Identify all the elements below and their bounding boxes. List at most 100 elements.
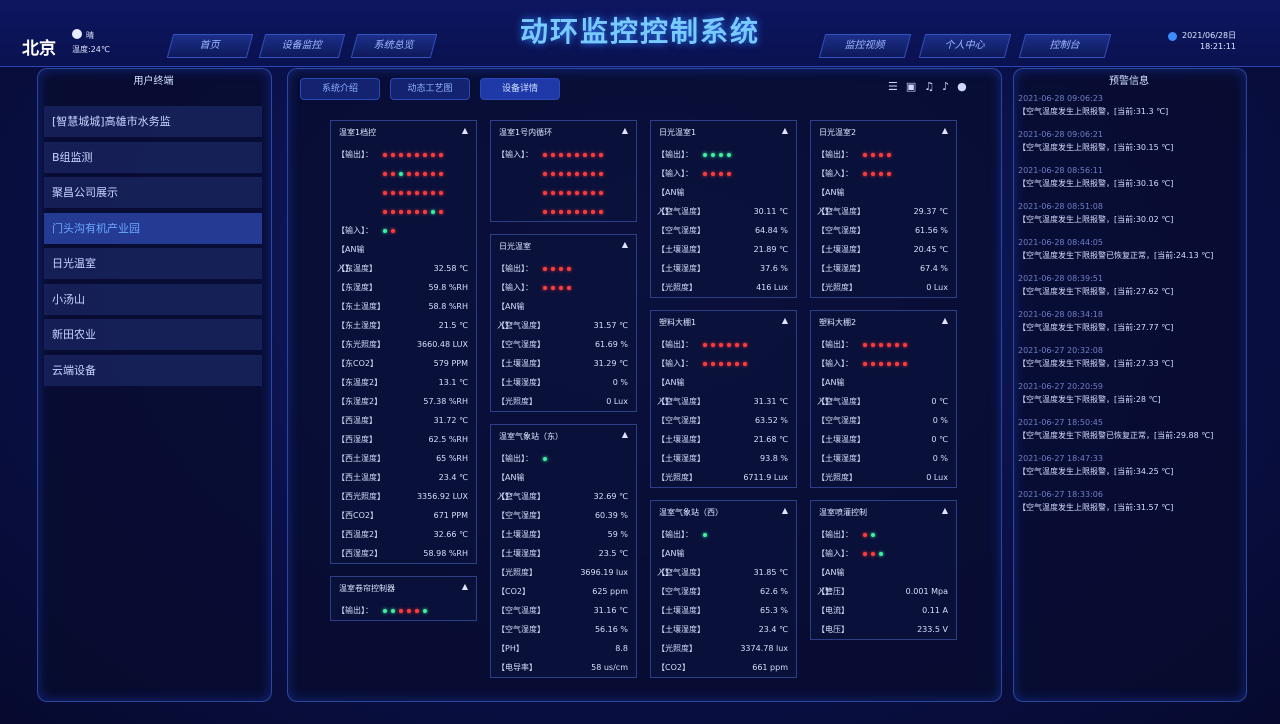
row-label: 【土壤温度】: [817, 245, 865, 254]
row-value: 32.58 ℃: [433, 264, 468, 273]
device-card: 塑料大棚1 ▲ 【输出】： 【输入】： 【AN输入】： 【空气温度】 31.31 ℃ 【空气湿…: [650, 310, 797, 488]
sidebar-item[interactable]: 日光温室: [44, 248, 262, 279]
device-card: 温室气象站（西） ▲ 【输出】： 【AN输入】： 【空气温度】 31.85 ℃ 【空气湿度】…: [650, 500, 797, 678]
card-row: 【西CO2】 671 PPM: [331, 506, 476, 525]
card-title: 日光温室1 ▲: [659, 126, 788, 137]
card-row: 【AN输入】：: [491, 468, 636, 501]
card-row: 【电流】 0.11 A: [811, 601, 956, 620]
row-label: 【空气湿度】: [497, 625, 545, 634]
row-label: 【土壤温度】: [817, 435, 865, 444]
status-light: [719, 361, 723, 366]
card-icon[interactable]: ▲: [941, 316, 948, 325]
card-row: 【输出】：: [811, 335, 956, 354]
status-light: [423, 209, 427, 214]
status-light: [543, 171, 547, 176]
card-icon[interactable]: ▲: [461, 582, 468, 591]
status-light: [383, 209, 387, 214]
row-label: 【西温度】: [337, 416, 377, 425]
card-row: 【输出】：: [651, 335, 796, 354]
row-label: 【土壤湿度】: [657, 625, 705, 634]
row-label: 【空气湿度】: [497, 340, 545, 349]
sidebar-item[interactable]: 新田农业: [44, 319, 262, 350]
card-row: 【东土湿度】 21.5 ℃: [331, 316, 476, 335]
row-value: 30.11 ℃: [753, 207, 788, 216]
sidebar-item[interactable]: B组监测: [44, 141, 262, 173]
nav-button[interactable]: 控制台: [1018, 34, 1112, 58]
status-light: [703, 361, 707, 366]
card-row: 【东温度】 32.58 ℃: [331, 259, 476, 278]
sidebar-item[interactable]: 云端设备: [44, 354, 262, 386]
card-row: 【土壤温度】 21.68 ℃: [651, 430, 796, 449]
card-icon[interactable]: ▲: [941, 506, 948, 515]
card-row: 【光照度】 0 Lux: [811, 278, 956, 297]
card-row: [491, 164, 636, 183]
card-row: 【东温度2】 13.1 ℃: [331, 373, 476, 392]
row-label: 【东土湿度】: [337, 321, 385, 330]
card-icon[interactable]: ▲: [461, 126, 468, 135]
row-label: 【东温度】: [337, 264, 377, 273]
card-row: [491, 183, 636, 202]
row-label: 【光照度】: [497, 397, 537, 406]
status-light: [407, 152, 411, 157]
row-label: 【CO2】: [657, 663, 690, 672]
toolbar-icons[interactable]: ☰▣♫♪●: [888, 80, 975, 93]
card-icon[interactable]: ▲: [781, 506, 788, 515]
sidebar-item[interactable]: 聚昌公司展示: [44, 177, 262, 208]
row-value: 32.66 ℃: [433, 530, 468, 539]
row-label: 【土壤湿度】: [497, 549, 545, 558]
card-row: 【光照度】 0 Lux: [491, 392, 636, 411]
row-label: 【光照度】: [657, 644, 697, 653]
row-value: 29.37 ℃: [913, 207, 948, 216]
sidebar-item[interactable]: [智慧城城]高雄市水务监: [44, 106, 262, 137]
row-label: 【输出】：: [817, 150, 853, 159]
tab[interactable]: 设备详情: [480, 78, 560, 100]
row-label: 【输入】：: [497, 283, 533, 292]
card-icon[interactable]: ▲: [621, 240, 628, 249]
nav-button[interactable]: 监控视频: [818, 34, 912, 58]
status-light: [887, 171, 891, 176]
tab[interactable]: 动态工艺图: [390, 78, 470, 100]
row-value: 3696.19 lux: [580, 568, 628, 577]
card-title: 温室1档控 ▲: [339, 126, 468, 137]
nav-button[interactable]: 系统总览: [350, 34, 438, 58]
status-light: [439, 171, 443, 176]
status-light: [391, 228, 395, 233]
card-row: 【输入】：: [811, 544, 956, 563]
sidebar-item[interactable]: 小汤山: [44, 283, 262, 315]
card-icon[interactable]: ▲: [781, 126, 788, 135]
tab[interactable]: 系统介绍: [300, 78, 380, 100]
alert-panel: [1013, 68, 1247, 702]
status-light: [575, 171, 579, 176]
card-icon[interactable]: ▲: [781, 316, 788, 325]
row-value: 20.45 ℃: [913, 245, 948, 254]
row-label: 【AN输入】：: [817, 378, 845, 406]
row-value: 60.39 %: [594, 511, 628, 520]
status-light: [431, 171, 435, 176]
nav-button[interactable]: 设备监控: [258, 34, 346, 58]
nav-button[interactable]: 个人中心: [918, 34, 1012, 58]
card-icon[interactable]: ▲: [941, 126, 948, 135]
row-label: 【光照度】: [497, 568, 537, 577]
alert-message: 【空气温度发生下限报警，[当前:27.77 ℃]: [1018, 323, 1174, 332]
sidebar-item[interactable]: 门头沟有机产业园: [44, 212, 262, 244]
card-row: 【管压】 0.001 Mpa: [811, 582, 956, 601]
card-icon[interactable]: ▲: [621, 126, 628, 135]
status-light: [887, 152, 891, 157]
card-title: 温室气象站（西） ▲: [659, 506, 788, 517]
row-value: 0 %: [932, 416, 948, 425]
status-light: [711, 361, 715, 366]
status-light: [591, 152, 595, 157]
card-row: 【空气温度】 32.69 ℃: [491, 487, 636, 506]
alert-item: 2021-06-27 18:33:06 【空气温度发生上限报警，[当前:31.57…: [1018, 488, 1240, 515]
card-icon[interactable]: ▲: [621, 430, 628, 439]
device-card: 日光温室 ▲ 【输出】： 【输入】： 【AN输入】： 【空气温度】 31.57 ℃ 【空气湿度…: [490, 234, 637, 412]
nav-button[interactable]: 首页: [166, 34, 254, 58]
card-row: [331, 202, 476, 221]
alert-message: 【空气温度发生上限报警，[当前:31.57 ℃]: [1018, 503, 1174, 512]
status-light: [871, 342, 875, 347]
status-light: [583, 152, 587, 157]
row-value: 0 ℃: [931, 435, 948, 444]
status-light: [871, 532, 875, 537]
card-row: 【土壤温度】 65.3 %: [651, 601, 796, 620]
card-row: 【空气湿度】 61.56 %: [811, 221, 956, 240]
